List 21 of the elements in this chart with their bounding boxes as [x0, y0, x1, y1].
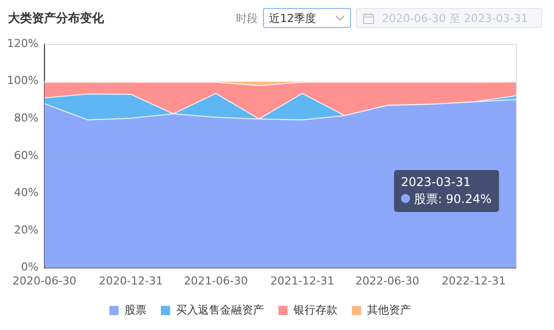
- annotation: 2023-03-31 股票: 90.24%: [401, 174, 492, 208]
- y-tick-label: 40%: [14, 186, 38, 200]
- chart-title: 大类资产分布变化: [8, 10, 104, 27]
- y-tick-label: 80%: [14, 111, 38, 124]
- y-tick-label: 120%: [6, 36, 38, 50]
- x-tick-label: 2022-12-31: [442, 274, 506, 288]
- x-tick-label: 2021-06-30: [184, 274, 248, 288]
- x-tick-label: 2022-06-30: [355, 274, 420, 288]
- legend-label: 股票: [124, 303, 146, 316]
- x-tick-label: 2021-12-31: [270, 274, 334, 288]
- y-tick-label: 60%: [14, 148, 38, 162]
- text: 时段: [236, 10, 258, 26]
- legend-label: 买入返售金融资产: [176, 303, 264, 316]
- x-tick-label: 2020-12-31: [98, 274, 163, 288]
- text: 近12季度: [269, 10, 316, 26]
- y-tick-label: 20%: [14, 223, 38, 236]
- y-tick-label: 0%: [20, 260, 38, 274]
- x-tick-label: 2020-06-30: [12, 274, 76, 288]
- legend-label: 银行存款: [292, 303, 338, 316]
- y-tick-label: 100%: [6, 74, 38, 88]
- legend-label: 其他资产: [367, 303, 411, 316]
